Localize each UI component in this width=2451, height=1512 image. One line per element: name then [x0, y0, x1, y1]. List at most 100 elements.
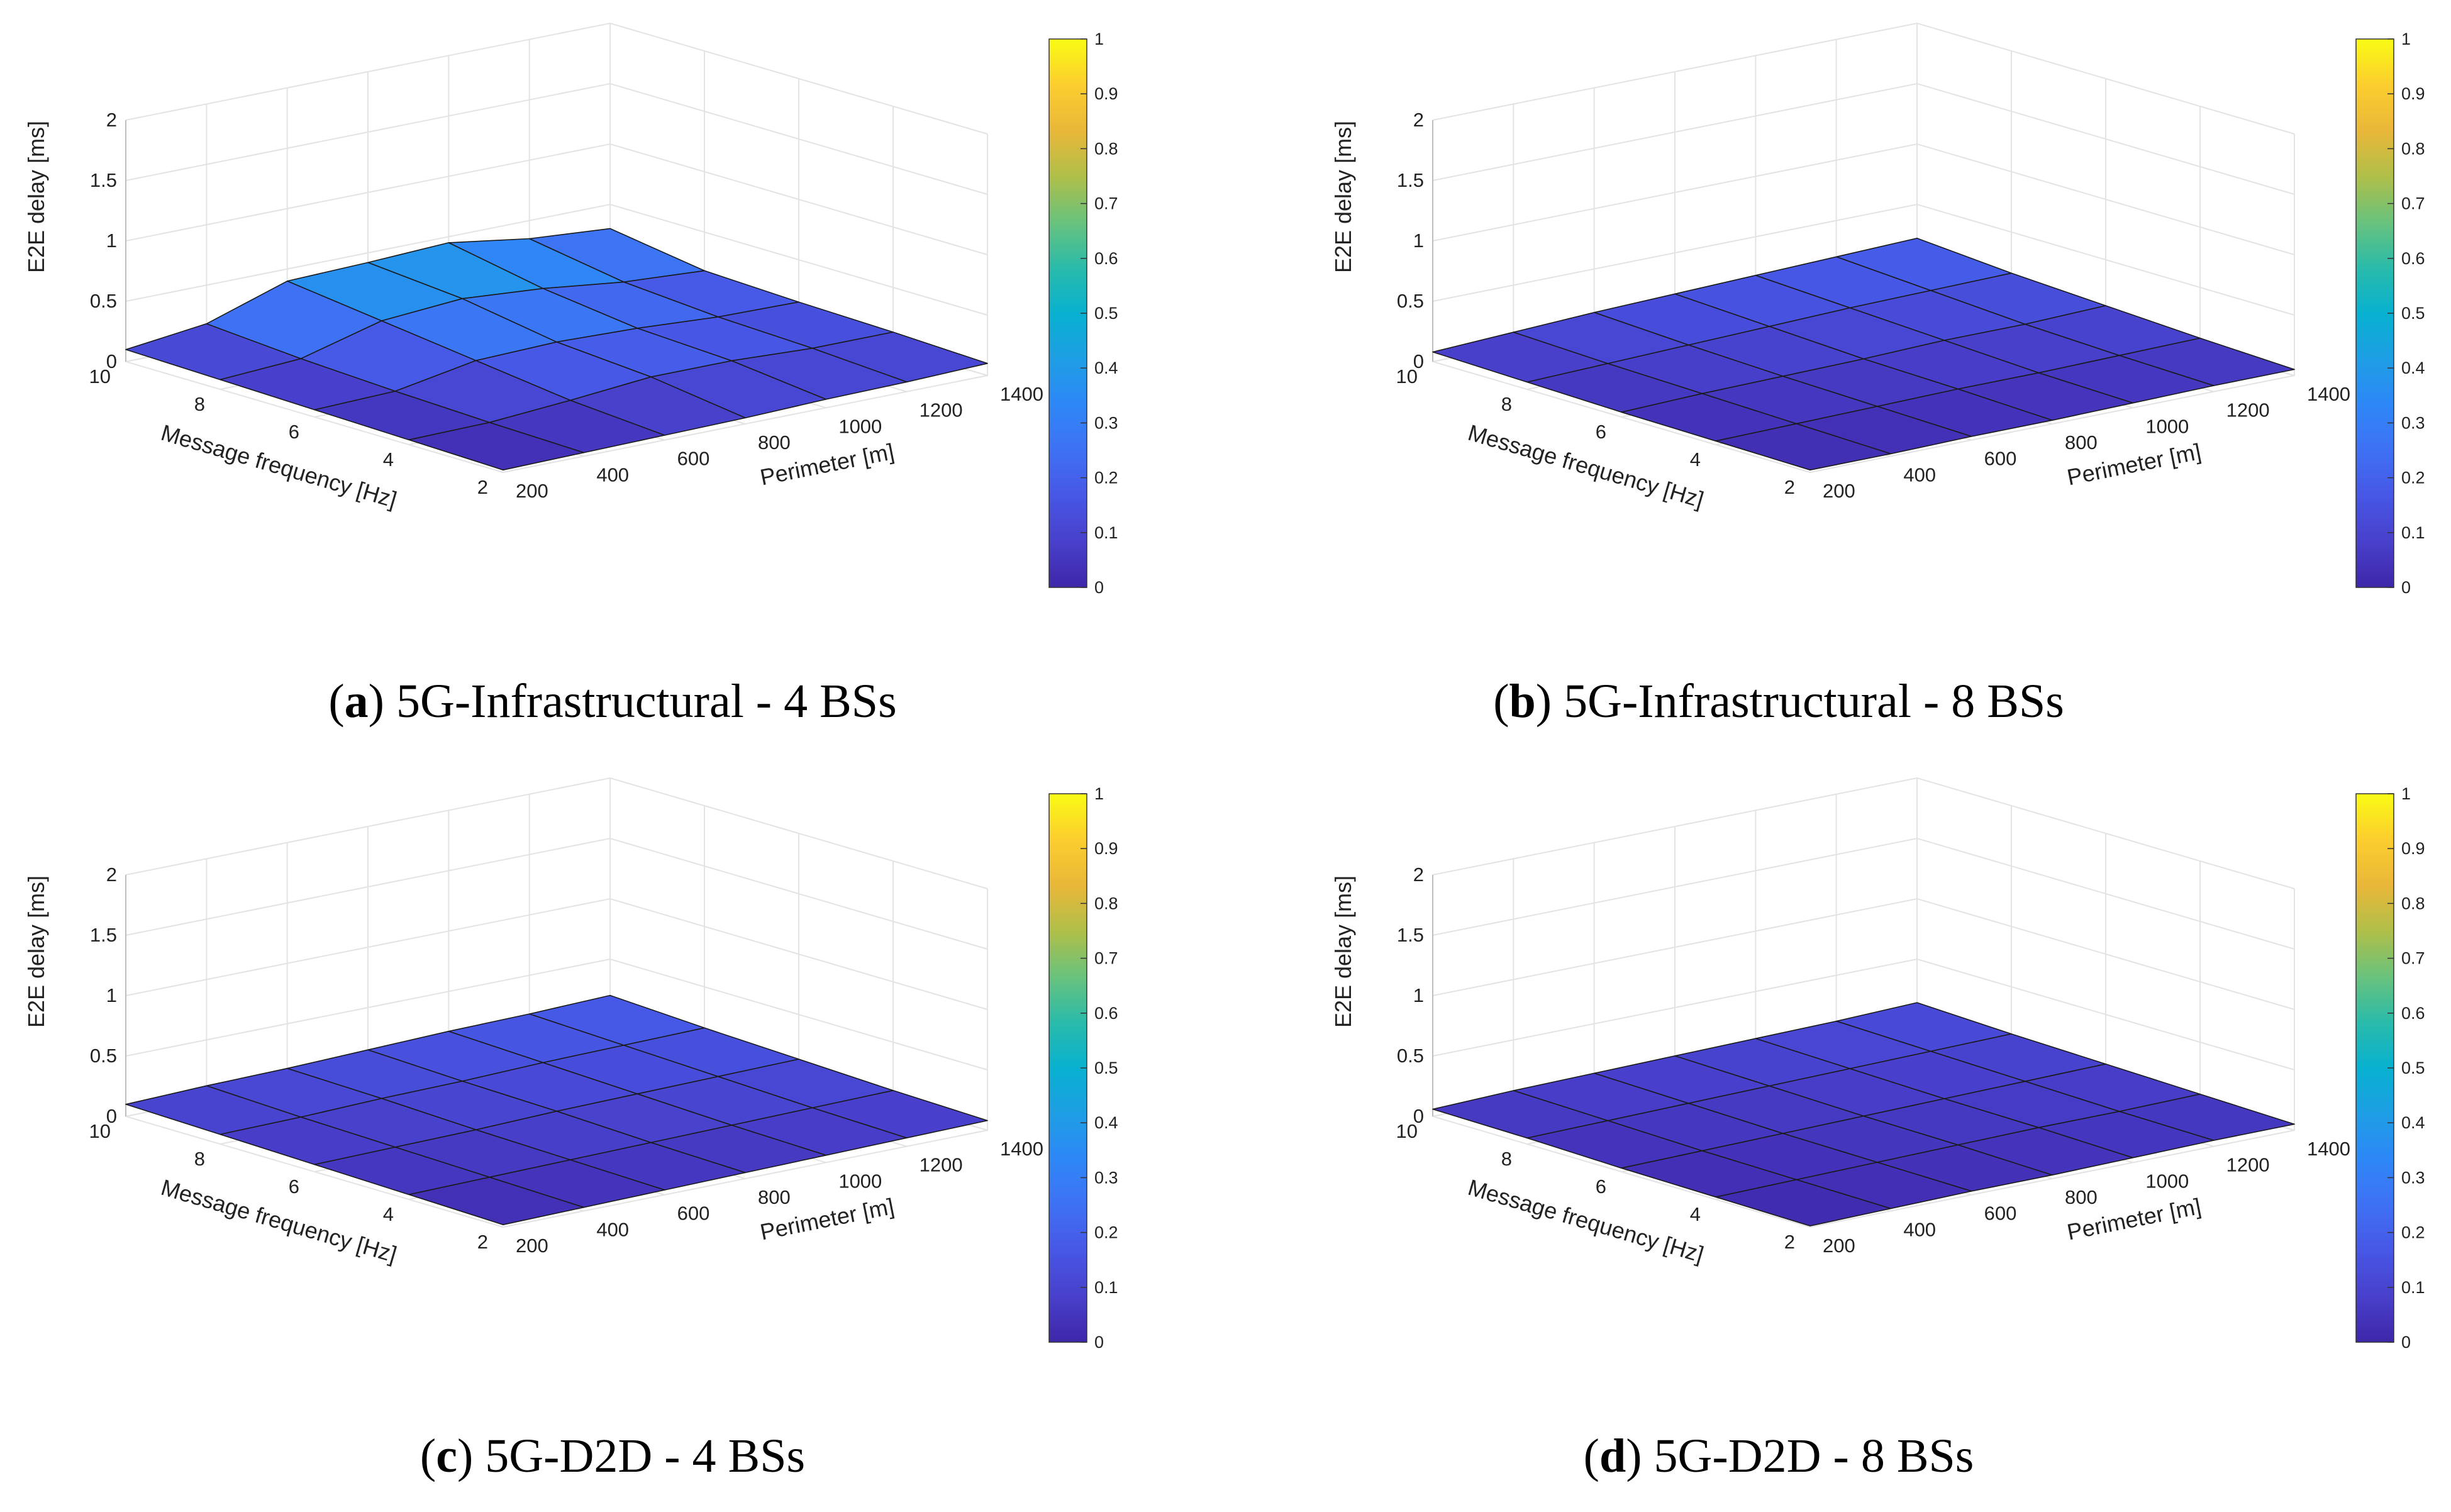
y-tick-label: 10	[89, 1120, 111, 1142]
colorbar-tick-label: 0.7	[2401, 949, 2425, 968]
colorbar-tick-label: 0.5	[1094, 1059, 1118, 1077]
x-tick-label: 200	[516, 480, 548, 502]
colorbar-tick-label: 0.5	[1094, 304, 1118, 323]
x-tick-label: 1200	[920, 1154, 963, 1176]
colorbar-tick-label: 0.4	[1094, 1113, 1118, 1132]
surface-plot-a: 00.511.52200400600800100012001400246810P…	[23, 22, 1118, 597]
surface-plot-c: 00.511.52200400600800100012001400246810P…	[23, 777, 1118, 1352]
z-tick-label: 1.5	[90, 924, 117, 946]
surface-patch	[408, 421, 585, 471]
caption-title-a: 5G-Infrastructural - 4 BSs	[396, 675, 897, 728]
x-tick-label: 200	[1823, 1235, 1855, 1257]
colorbar-tick-label: 0.3	[2401, 413, 2425, 432]
y-tick-label: 10	[1396, 1120, 1418, 1142]
z-gridline	[1432, 777, 2295, 889]
caption-title-b: 5G-Infrastructural - 8 BSs	[1564, 675, 2064, 728]
z-gridline	[1432, 82, 2295, 195]
colorbar-tick-label: 0.8	[1094, 139, 1118, 158]
colorbar-tick-label: 0.1	[1094, 523, 1118, 542]
colorbar-tick-label: 0.2	[2401, 1223, 2425, 1242]
colorbar-tick-label: 0.4	[2401, 359, 2425, 377]
colorbar-tick-label: 0.3	[1094, 1168, 1118, 1187]
z-tick-label: 0.5	[90, 290, 117, 312]
y-axis-label: Message frequency [Hz]	[158, 1174, 399, 1267]
surface-plot-d: 00.511.52200400600800100012001400246810P…	[1330, 777, 2425, 1352]
chart-panel-b: 0 0.5 1 1.5 2 200 400 600 800 1000 1200 1400 2 4 6 8 10 P…	[1307, 0, 2451, 756]
surface-b	[1432, 237, 2295, 471]
y-tick-label: 8	[194, 1148, 205, 1170]
x-tick-label: 1000	[838, 415, 882, 437]
x-tick-label: 1200	[2226, 399, 2270, 421]
colorbar-tick-label: 0.9	[1094, 839, 1118, 858]
y-tick-label: 6	[289, 1176, 299, 1198]
x-tick-label: 800	[758, 431, 791, 453]
x-tick-label: 200	[516, 1235, 548, 1257]
y-tick-label: 10	[89, 365, 111, 387]
caption-c: (c) 5G-D2D - 4 BSs	[420, 1430, 806, 1482]
colorbar-tick-label: 0.6	[2401, 1004, 2425, 1023]
z-tick-label: 1.5	[1397, 924, 1424, 946]
y-tick-label: 4	[383, 448, 394, 470]
colorbar-tick-label: 0.2	[1094, 469, 1118, 487]
colorbar-tick-label: 1	[2401, 30, 2411, 48]
colorbar-tick-label: 0.5	[2401, 304, 2425, 323]
z-tick-label: 0	[1413, 350, 1424, 372]
y-tick-label: 8	[194, 393, 205, 415]
colorbar-tick-label: 0.6	[1094, 1004, 1118, 1023]
x-tick-label: 800	[2065, 431, 2098, 453]
surface-c	[125, 994, 988, 1226]
y-tick-label: 2	[477, 476, 488, 498]
z-gridline	[1432, 898, 2295, 1010]
x-tick-label: 1400	[2307, 1138, 2350, 1160]
colorbar-tick-label: 0.3	[1094, 413, 1118, 432]
colorbar-tick-label: 0.4	[2401, 1113, 2425, 1132]
colorbar-tick-label: 0.9	[2401, 839, 2425, 858]
colorbar-tick-label: 0.8	[2401, 139, 2425, 158]
colorbar-tick-label: 0.5	[2401, 1059, 2425, 1077]
y-tick-label: 4	[383, 1203, 394, 1225]
z-tick-label: 1.5	[1397, 169, 1424, 191]
z-axis-label: E2E delay [ms]	[1330, 121, 1356, 273]
colorbar-d: 0 0.1 0.2 0.3 0.4 0.5 0.6 0.7 0.8 0.9 1	[2355, 784, 2425, 1352]
x-tick-label: 1400	[1000, 383, 1043, 405]
z-tick-label: 0.5	[1397, 290, 1424, 312]
colorbar-tick-label: 0.1	[1094, 1278, 1118, 1297]
y-axis-label: Message frequency [Hz]	[1465, 1174, 1706, 1267]
colorbar-tick-label: 1	[1094, 784, 1104, 803]
colorbar-tick-label: 0.4	[1094, 359, 1118, 377]
x-tick-label: 600	[677, 1203, 710, 1225]
z-tick-label: 0	[1413, 1105, 1424, 1127]
chart-panel-c: 0 0.5 1 1.5 2 200 400 600 800 1000 1200 1400 2 4 6 8 10 P…	[0, 755, 1225, 1511]
colorbar-tick-label: 0.2	[2401, 469, 2425, 487]
colorbar-tick-label: 0	[2401, 1333, 2411, 1352]
colorbar-tick-label: 0.3	[2401, 1168, 2425, 1187]
caption-a: (a) 5G-Infrastructural - 4 BSs	[328, 675, 897, 728]
surface-plot-b: 00.511.52200400600800100012001400246810P…	[1330, 22, 2425, 597]
chart-panel-a: 0 0.5 1 1.5 2 200 400 600 800 1000 1200 1400 2 4 6 8 10 P…	[0, 0, 1225, 756]
x-tick-label: 600	[1984, 1203, 2017, 1225]
colorbar-tick-label: 0.2	[1094, 1223, 1118, 1242]
colorbar-tick-label: 0.9	[2401, 84, 2425, 103]
colorbar-b: 0 0.1 0.2 0.3 0.4 0.5 0.6 0.7 0.8 0.9 1	[2355, 30, 2425, 597]
colorbar-c: 0 0.1 0.2 0.3 0.4 0.5 0.6 0.7 0.8 0.9 1	[1048, 784, 1118, 1352]
x-tick-label: 400	[596, 1218, 629, 1240]
z-gridline	[125, 777, 988, 889]
x-tick-label: 400	[596, 464, 629, 486]
x-tick-label: 200	[1823, 480, 1855, 502]
caption-letter-c: c	[436, 1430, 457, 1482]
y-tick-label: 8	[1501, 393, 1512, 415]
z-tick-label: 0	[106, 350, 117, 372]
y-tick-label: 2	[477, 1231, 488, 1253]
colorbar-tick-label: 0.8	[1094, 894, 1118, 913]
surface-patch	[408, 1176, 585, 1226]
x-tick-label: 600	[1984, 448, 2017, 470]
x-tick-label: 1000	[838, 1170, 882, 1192]
y-tick-label: 6	[289, 421, 299, 443]
colorbar-tick-label: 0.7	[2401, 194, 2425, 213]
z-tick-label: 2	[1413, 864, 1424, 886]
x-tick-label: 400	[1903, 464, 1936, 486]
colorbar-tick-label: 0.7	[1094, 194, 1118, 213]
z-gridline	[125, 898, 988, 1010]
z-tick-label: 0	[106, 1105, 117, 1127]
x-tick-label: 1000	[2145, 415, 2189, 437]
